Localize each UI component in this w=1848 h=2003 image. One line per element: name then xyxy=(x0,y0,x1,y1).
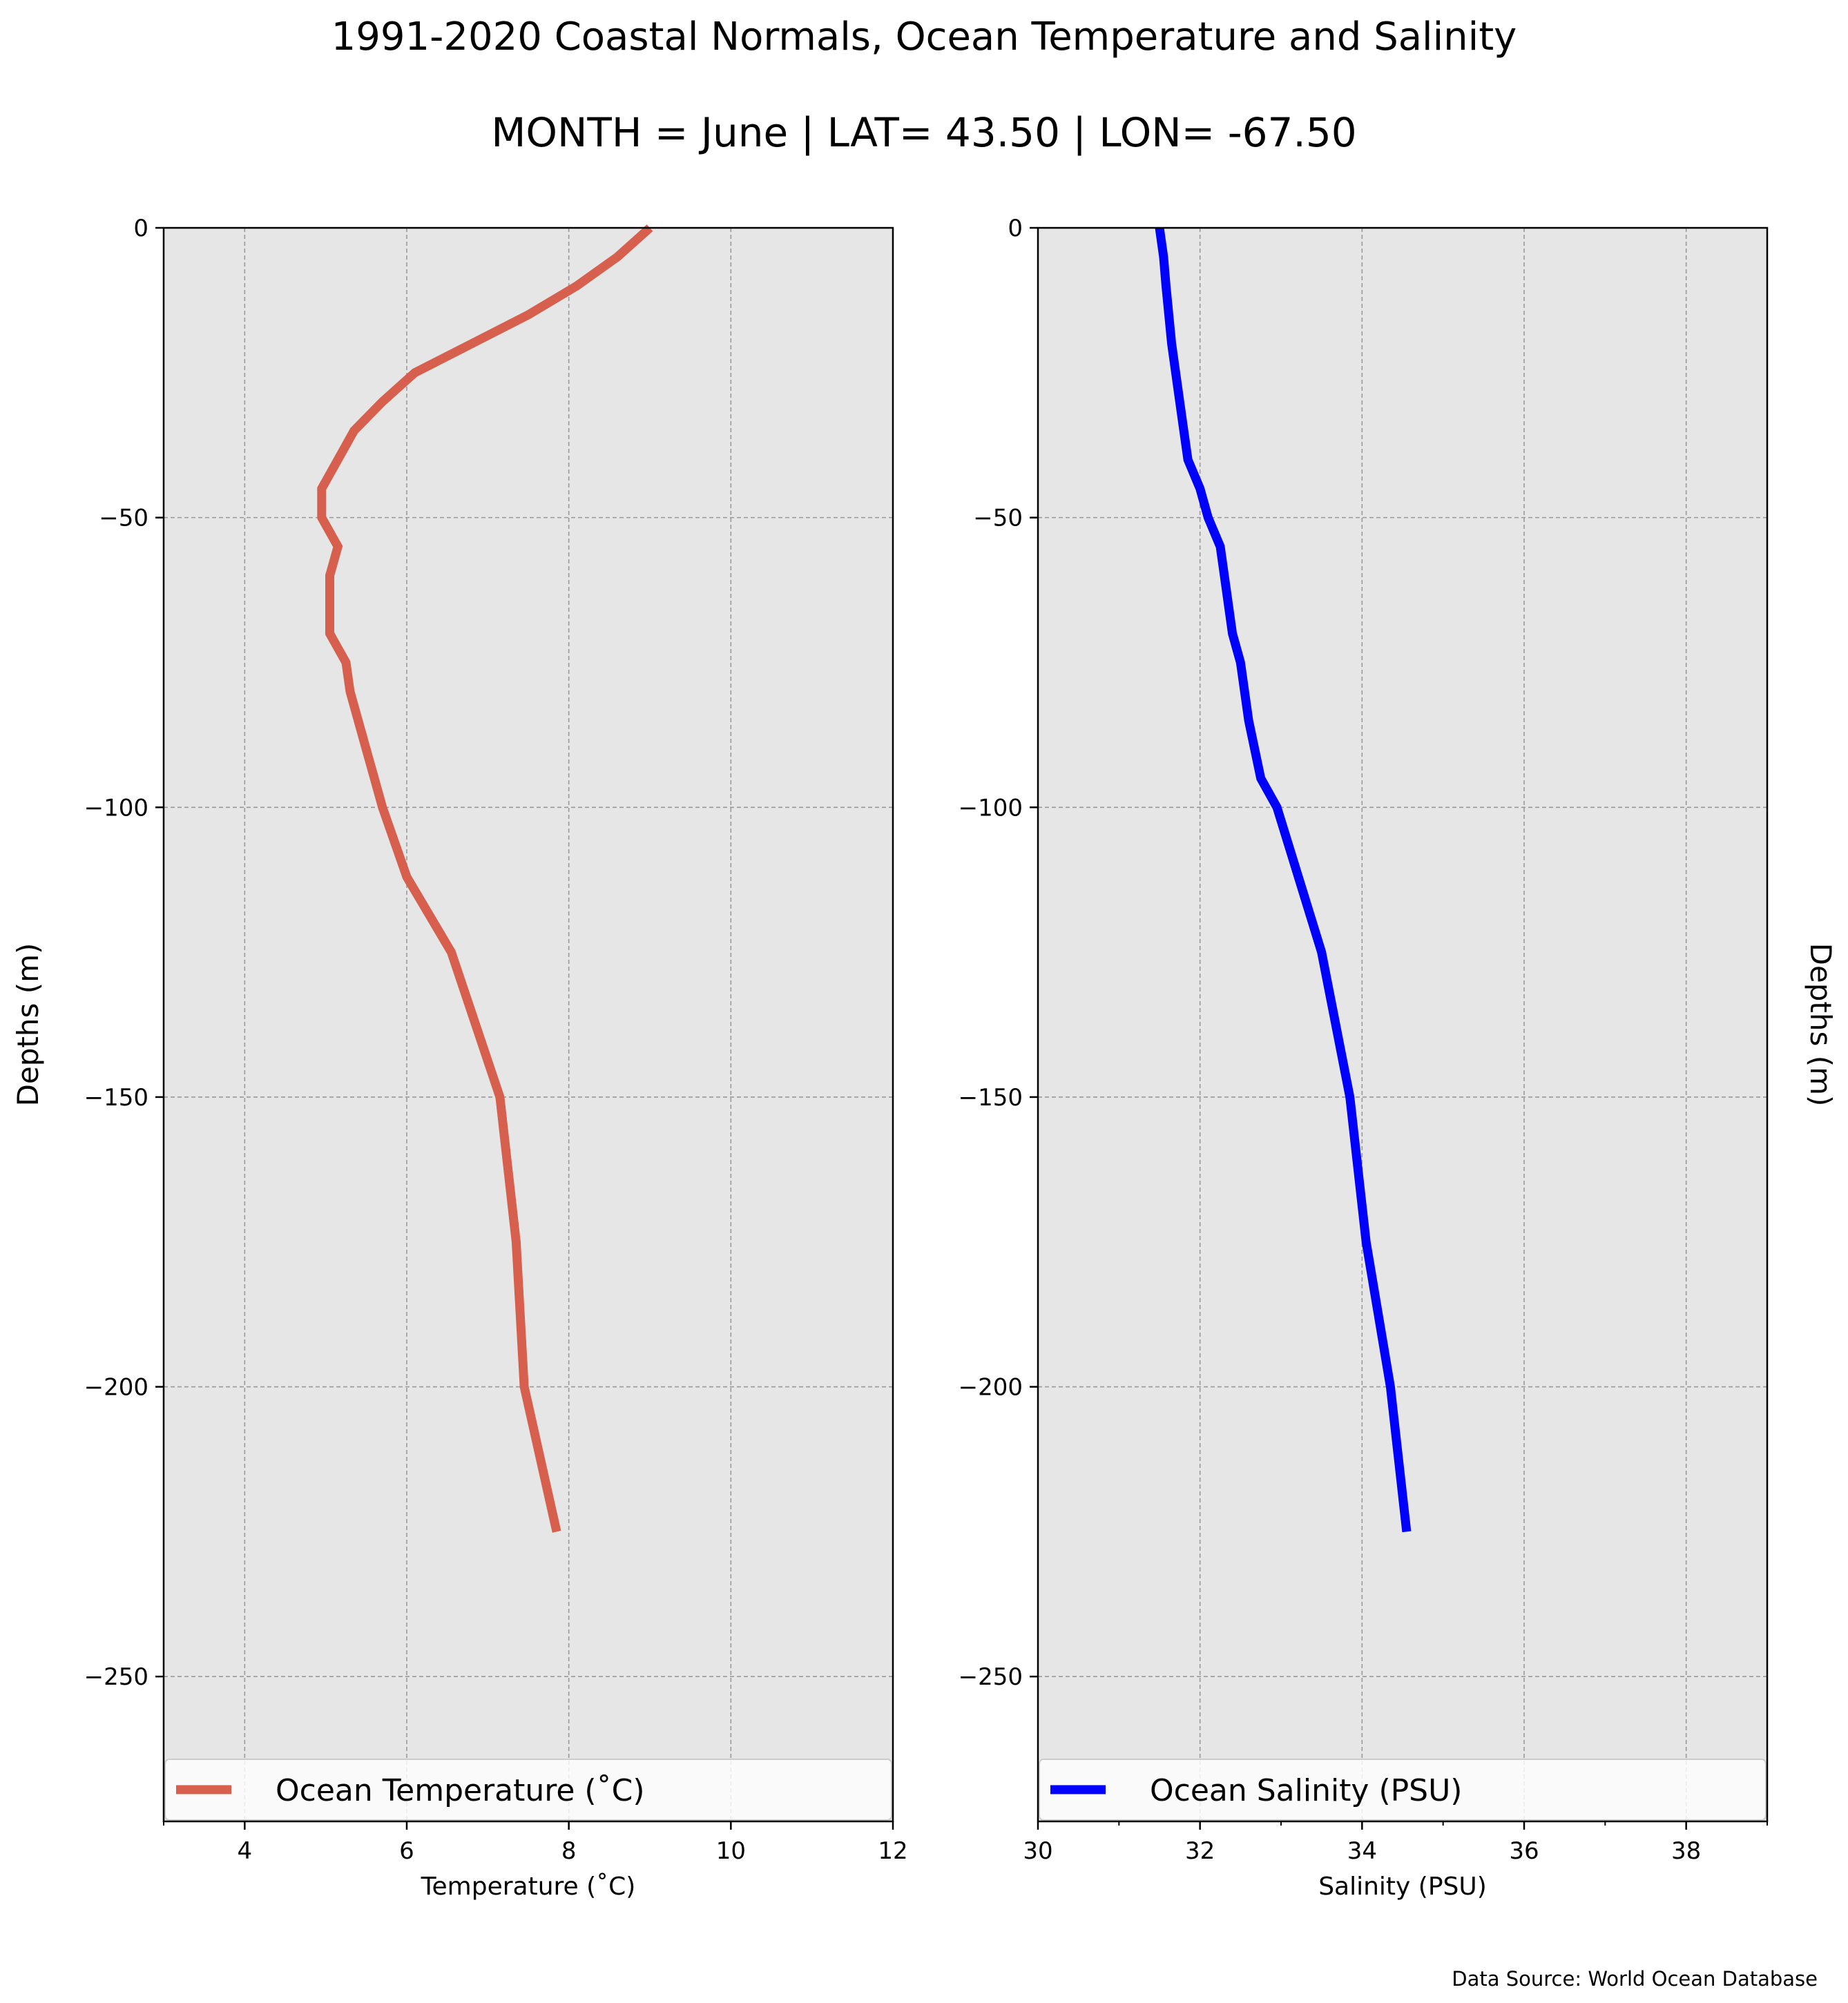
x-tick-label: 38 xyxy=(1671,1837,1701,1865)
x-tick-label: 34 xyxy=(1347,1837,1377,1865)
y-tick-label: −250 xyxy=(84,1663,148,1691)
legend-label: Ocean Salinity (PSU) xyxy=(1150,1773,1462,1808)
y-tick-label: −150 xyxy=(84,1084,148,1112)
figure-title: 1991-2020 Coastal Normals, Ocean Tempera… xyxy=(331,14,1517,59)
x-axis-label: Temperature (˚C) xyxy=(421,1873,636,1901)
temperature-panel: Ocean Temperature (˚C) 4 6 8 10 12 0 −50 −100 −15… xyxy=(11,215,908,1901)
x-tick-label: 30 xyxy=(1023,1837,1052,1865)
temperature-profile-line xyxy=(317,224,653,1533)
x-tick-label: 4 xyxy=(238,1837,253,1865)
y-tick-label: 0 xyxy=(1008,215,1023,242)
x-tick-label: 6 xyxy=(399,1837,414,1865)
y-tick-label: 0 xyxy=(133,215,148,242)
x-tick-label: 36 xyxy=(1509,1837,1539,1865)
salinity-profile-line xyxy=(1155,227,1412,1533)
y-tick-label: −100 xyxy=(959,794,1023,822)
x-tick-label: 12 xyxy=(878,1837,907,1865)
y-tick-label: −50 xyxy=(973,505,1023,532)
axes-frame xyxy=(162,226,894,1823)
y-axis-label: Depths (m) xyxy=(11,943,45,1107)
y-tick-label: −100 xyxy=(84,794,148,822)
x-tick-label: 8 xyxy=(561,1837,577,1865)
y-tick-label: −200 xyxy=(84,1374,148,1402)
x-axis-label: Salinity (PSU) xyxy=(1318,1873,1487,1901)
legend-box xyxy=(1039,1759,1767,1821)
y-axis-label: Depths (m) xyxy=(1804,943,1838,1107)
y-tick-label: −50 xyxy=(99,505,148,532)
figure-subtitle: MONTH = June | LAT= 43.50 | LON= -67.50 xyxy=(491,109,1356,156)
plot-area xyxy=(1038,228,1767,1821)
y-tick-label: −150 xyxy=(959,1084,1023,1112)
y-tick-label: −200 xyxy=(959,1374,1023,1402)
axes-frame xyxy=(1037,226,1769,1823)
salinity-panel: Ocean Salinity (PSU) 30 32 34 36 38 0 −50 −100 −1… xyxy=(959,215,1838,1901)
legend-box xyxy=(164,1759,892,1821)
x-tick-label: 10 xyxy=(716,1837,746,1865)
x-tick-label: 32 xyxy=(1185,1837,1215,1865)
legend-label: Ocean Temperature (˚C) xyxy=(276,1773,645,1808)
y-tick-label: −250 xyxy=(959,1663,1023,1691)
plot-area xyxy=(164,228,893,1821)
data-source-note: Data Source: World Ocean Database xyxy=(1452,1967,1818,1991)
